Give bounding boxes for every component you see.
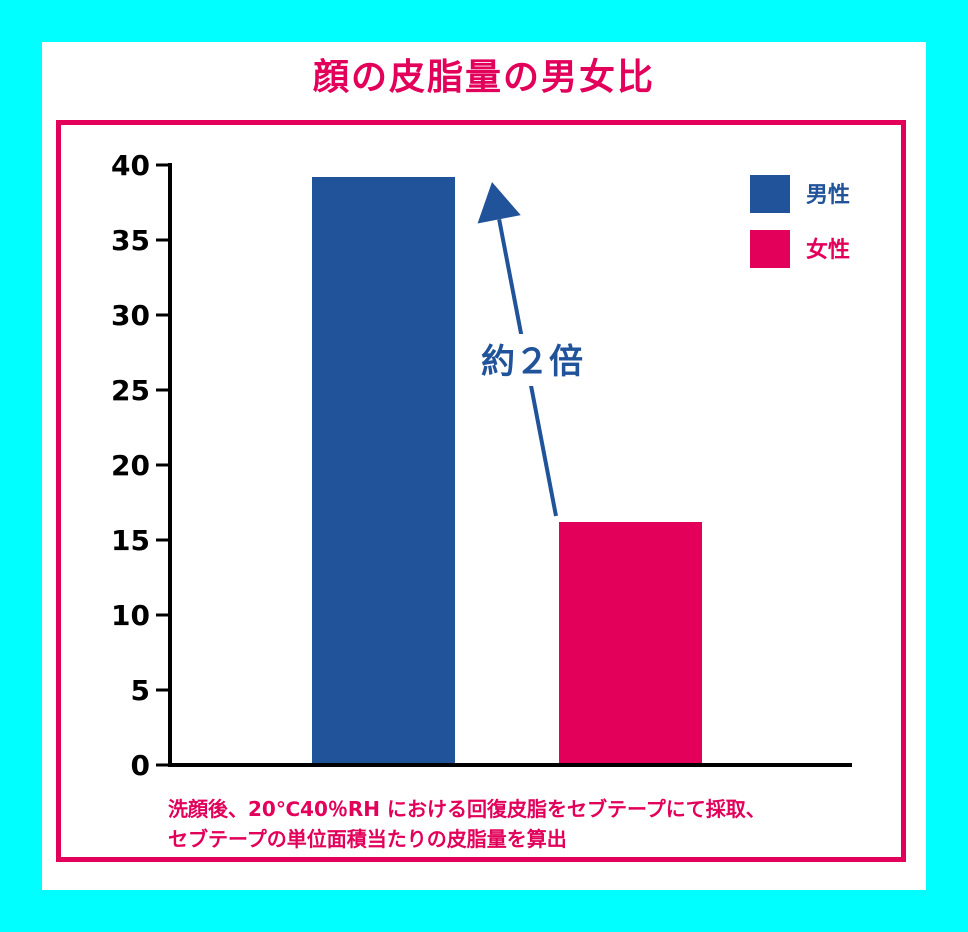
legend-swatch-female	[750, 230, 790, 268]
legend-label-female: 女性	[806, 237, 850, 263]
bar-female	[559, 522, 702, 763]
arrow-layer: 約２倍	[466, 182, 598, 517]
annotation-label-bg	[466, 334, 598, 386]
y-tick-label: 35	[111, 224, 150, 257]
y-tick-label: 30	[111, 299, 150, 332]
chart-title: 顔の皮脂量の男女比	[312, 57, 655, 98]
y-tick-label: 15	[111, 524, 150, 557]
axis-layer: 0 5 10 15 20 25 30 35 40	[111, 149, 852, 782]
bar-layer	[312, 177, 702, 763]
bar-male	[312, 177, 455, 763]
y-tick-label: 10	[111, 599, 150, 632]
footnote-line-2: セブテープの単位面積当たりの皮脂量を算出	[168, 827, 567, 851]
annotation-label: 約２倍	[481, 342, 583, 382]
y-tick-label: 40	[111, 149, 150, 182]
legend-label-male: 男性	[806, 183, 850, 208]
y-tick-label: 0	[131, 749, 150, 782]
footnote-line-1: 洗顔後、20℃40％RH における回復皮脂をセブテープにて採取、	[168, 797, 766, 821]
y-tick-label: 20	[111, 449, 150, 482]
legend-swatch-male	[750, 175, 790, 213]
annotation-arrow-head	[477, 182, 521, 224]
y-tick-label: 25	[111, 374, 150, 407]
chart-frame	[56, 120, 906, 862]
y-tick-label: 5	[131, 674, 150, 707]
